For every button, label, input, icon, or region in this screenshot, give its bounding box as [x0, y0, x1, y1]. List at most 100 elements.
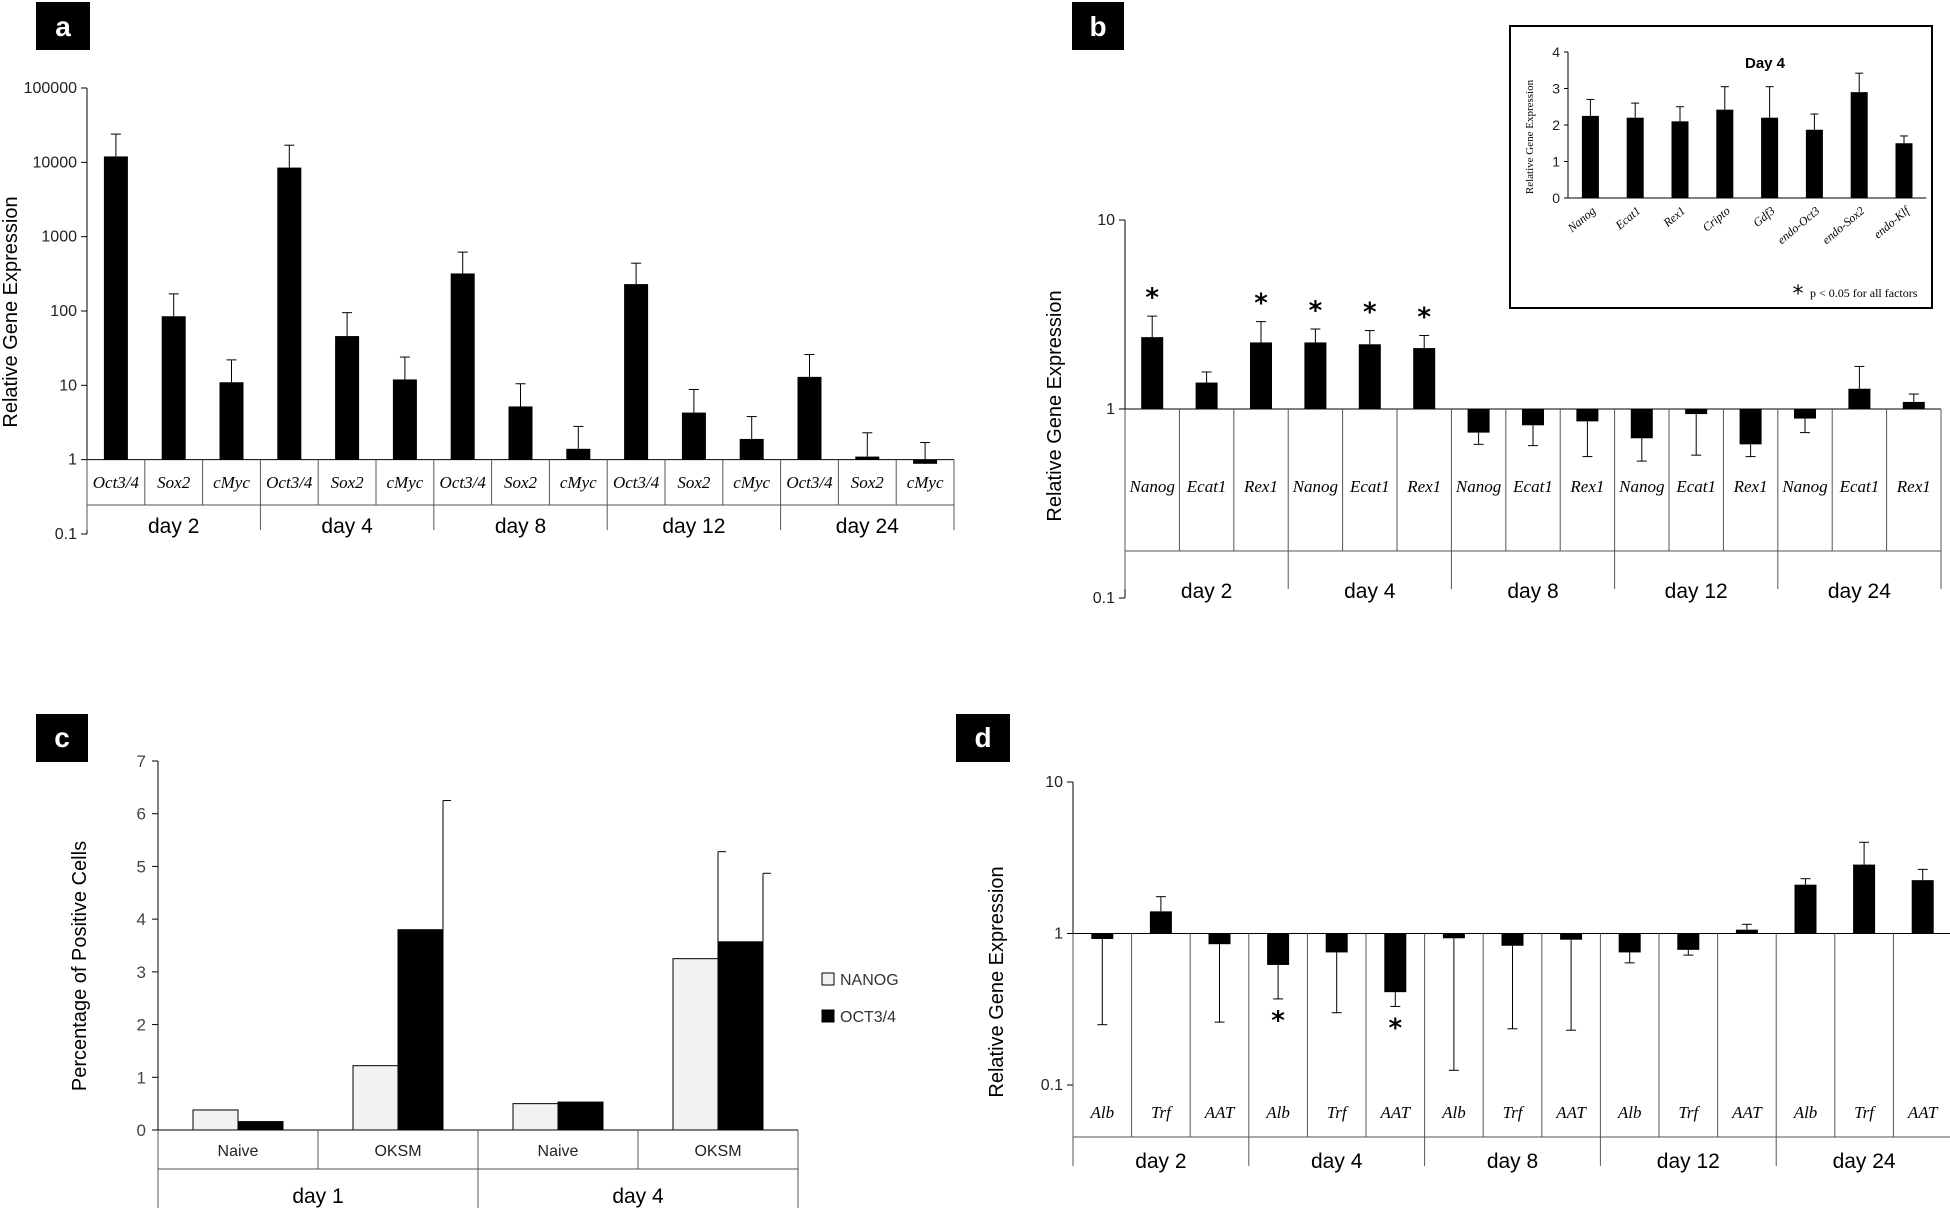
panel-b-significance-star: *: [1363, 298, 1377, 328]
inset-bar-endo-klf: [1895, 143, 1913, 198]
panel-a-gene-label: Oct3/4: [266, 473, 313, 492]
panel-d-group-label-day-24: day 24: [1833, 1150, 1896, 1173]
panel-c-ytick-label: 1: [137, 1068, 146, 1087]
panel-d-bar-day-2-aat: [1208, 933, 1231, 945]
panel-b-group-label-day-12: day 12: [1665, 580, 1728, 603]
panel-b-significance-star: *: [1417, 302, 1431, 332]
panel-d-ytick-label: 10: [1045, 774, 1063, 791]
panel-a-gene-label: Oct3/4: [613, 473, 660, 492]
panel-label-c-text: c: [54, 722, 70, 753]
panel-d-bar-day-24-aat: [1911, 880, 1934, 934]
inset-bar-ecat1: [1626, 117, 1644, 198]
panel-c-condition-label-naive: Naive: [538, 1143, 579, 1160]
panel-d-bar-day-12-alb: [1618, 933, 1641, 953]
panel-d-gene-label: AAT: [1731, 1103, 1763, 1122]
panel-b-bar-day-8-nanog: [1467, 409, 1490, 433]
panel-b-gene-label: Nanog: [1618, 477, 1664, 496]
panel-b-ylabel: Relative Gene Expression: [1044, 290, 1066, 521]
panel-a-bar-day-2-cmyc: [219, 382, 244, 460]
panel-a-bar-day-8-cmyc: [566, 448, 591, 460]
panel-d-gene-label: AAT: [1907, 1103, 1939, 1122]
panel-a-gene-label: Oct3/4: [93, 473, 140, 492]
panel-d-gene-label: Alb: [1441, 1103, 1466, 1122]
panel-d-bar-day-24-alb: [1794, 884, 1817, 934]
panel-a-group-label-day-24: day 24: [836, 515, 899, 538]
panel-c-ytick-label: 5: [137, 857, 146, 876]
panel-b-ytick-label: 10: [1097, 212, 1115, 229]
panel-a-bar-day-24-sox2: [855, 456, 880, 460]
panel-d-bar-day-2-alb: [1091, 933, 1114, 939]
panel-c-group-label-day-4: day 4: [612, 1185, 664, 1208]
legend-label-oct34: OCT3/4: [840, 1009, 896, 1026]
panel-c-bar-nanog-naive: [512, 1103, 559, 1131]
panel-d-gene-label: Alb: [1617, 1103, 1642, 1122]
panel-c-ytick-label: 7: [137, 752, 146, 771]
inset-bar-endo-sox2: [1850, 92, 1868, 198]
panel-a-bar-day-4-oct3-4: [277, 167, 302, 460]
panel-b-bar-day-24-ecat1: [1848, 388, 1871, 409]
panel-b-gene-label: Nanog: [1292, 477, 1338, 496]
inset-bar-rex1: [1671, 121, 1689, 198]
panel-c-bar-oct3-4-oksm: [397, 929, 444, 1131]
panel-d-gene-label: Trf: [1327, 1103, 1349, 1122]
panel-label-d: d: [956, 714, 1010, 762]
panel-d-bar-day-4-trf: [1325, 933, 1348, 953]
panel-a-ytick-label: 100000: [24, 80, 77, 97]
legend-label-nanog: NANOG: [840, 972, 899, 989]
panel-a-gene-label: Sox2: [157, 473, 191, 492]
panel-c-ytick-label: 6: [137, 805, 146, 824]
inset-bar-endo-oct3: [1805, 129, 1823, 198]
panel-b-bar-day-4-ecat1: [1358, 344, 1381, 409]
inset-ytick-label: 1: [1552, 154, 1560, 170]
panel-label-a-text: a: [55, 11, 71, 42]
panel-a-group-label-day-12: day 12: [662, 515, 725, 538]
panel-a-ytick-label: 10: [59, 377, 77, 394]
panel-b-gene-label: Ecat1: [1186, 477, 1227, 496]
panel-d-bar-day-24-trf: [1853, 864, 1876, 934]
panel-a-gene-label: cMyc: [907, 473, 944, 492]
panel-b-bar-day-4-rex1: [1413, 348, 1436, 409]
panel-b-group-label-day-2: day 2: [1181, 580, 1232, 603]
panel-a-gene-label: cMyc: [733, 473, 770, 492]
panel-a-bar-day-12-cmyc: [739, 438, 764, 460]
panel-c-bar-nanog-oksm: [672, 958, 719, 1131]
legend-swatch-nanog: [821, 972, 835, 986]
panel-b-group-label-day-8: day 8: [1507, 580, 1558, 603]
inset-bar-gdf3: [1761, 117, 1779, 198]
panel-b-significance-star: *: [1145, 283, 1159, 313]
panel-b-bar-day-2-nanog: [1141, 337, 1164, 409]
panel-b-bar-day-24-rex1: [1902, 401, 1925, 409]
panel-a-bar-day-2-oct3-4: [103, 156, 128, 460]
panel-d-bar-day-8-alb: [1442, 933, 1465, 939]
panel-c-legend: NANOG OCT3/4: [821, 972, 899, 1026]
panel-b-ytick-label: 1: [1106, 401, 1115, 418]
panel-c-group-label-day-1: day 1: [292, 1185, 343, 1208]
inset-bar-cripto: [1716, 109, 1734, 198]
panel-c-bar-nanog-oksm: [352, 1065, 399, 1131]
panel-d-ytick-label: 1: [1054, 926, 1063, 943]
panel-a-gene-label: Oct3/4: [440, 473, 487, 492]
panel-b-bar-day-8-rex1: [1576, 409, 1599, 422]
panel-d-gene-label: Alb: [1265, 1103, 1290, 1122]
panel-c-condition-label-oksm: OKSM: [374, 1143, 421, 1160]
panel-b-gene-label: Rex1: [1896, 477, 1931, 496]
panel-d-bar-day-4-aat: [1384, 933, 1407, 993]
panel-b-bar-day-2-ecat1: [1195, 382, 1218, 409]
panel-a-ytick-label: 0.1: [55, 526, 77, 543]
panel-a-gene-label: cMyc: [560, 473, 597, 492]
panel-c-condition-label-oksm: OKSM: [694, 1143, 741, 1160]
panel-d-significance-star: *: [1388, 1013, 1402, 1043]
panel-b-bar-day-12-rex1: [1739, 409, 1762, 445]
inset-bar-nanog: [1581, 115, 1599, 198]
panel-label-a: a: [36, 2, 90, 50]
panel-d-gene-label: AAT: [1555, 1103, 1587, 1122]
panel-b-group-label-day-24: day 24: [1828, 580, 1891, 603]
panel-b-gene-label: Rex1: [1406, 477, 1441, 496]
panel-a-bar-day-8-oct3-4: [450, 273, 475, 460]
panel-b-group-label-day-4: day 4: [1344, 580, 1396, 603]
panel-d-bar-day-8-aat: [1560, 933, 1583, 940]
panel-c-bar-oct3-4-oksm: [717, 941, 764, 1131]
panel-d-bar-day-8-trf: [1501, 933, 1524, 946]
panel-b-bar-day-12-ecat1: [1685, 409, 1708, 415]
